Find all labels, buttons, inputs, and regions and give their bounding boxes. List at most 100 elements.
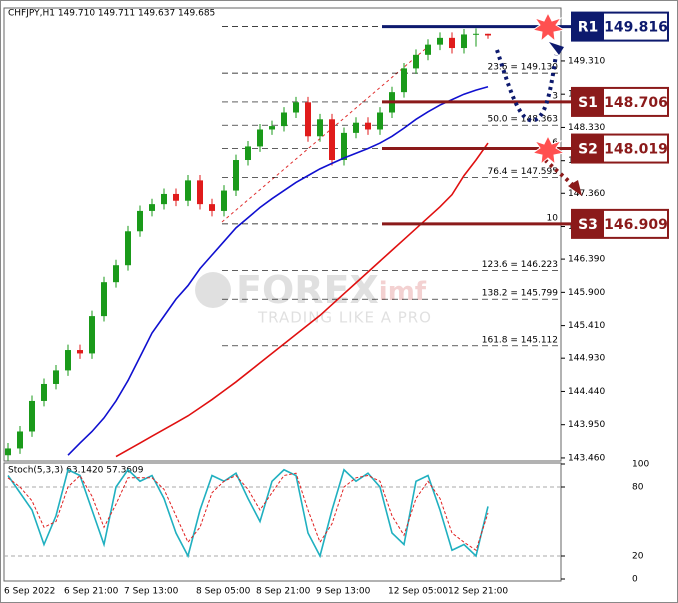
candle-body: [329, 119, 335, 161]
candle-body: [89, 316, 95, 354]
candle-body: [185, 180, 191, 201]
level-name: S2: [578, 142, 598, 158]
header: CHFJPY,H1 149.710 149.711 149.637 149.68…: [8, 9, 215, 19]
candle-body: [137, 210, 143, 232]
candle-body: [257, 129, 263, 147]
candle-body: [173, 193, 179, 201]
fib-label: 138.2 = 145.799: [482, 289, 559, 299]
x-tick-label: 8 Sep 05:00: [196, 587, 251, 597]
indicator-line: [115, 142, 489, 458]
level-name: S1: [578, 95, 598, 111]
candle-body: [41, 383, 47, 401]
candle-body: [461, 34, 467, 49]
price-pane: [3, 7, 562, 462]
indicator-title: Stoch(5,3,3) 63.1420 57.3609: [8, 466, 144, 476]
y-tick-label: 145.410: [568, 321, 605, 331]
candle-body: [125, 231, 131, 266]
y-tick-label: 0: [632, 575, 638, 585]
candle-body: [401, 68, 407, 93]
level-name-box: [572, 12, 604, 41]
level-value: 146.909: [604, 217, 668, 233]
fib-label: 161.8 = 145.112: [482, 335, 558, 345]
candle-body: [437, 37, 443, 45]
y-tick-label: 143.460: [568, 453, 605, 463]
candle-body: [161, 193, 167, 205]
watermark-brand: FOREXimf: [236, 268, 427, 312]
candle-body: [365, 122, 371, 130]
x-tick-label: 12 Sep 21:00: [448, 587, 508, 597]
y-tick-label: 148.330: [568, 123, 605, 133]
fib-label: 3: [552, 91, 558, 101]
fib-label: 76.4 = 147.595: [487, 167, 558, 177]
level-name: S3: [578, 217, 598, 233]
candle-body: [293, 102, 299, 113]
candle-body: [317, 119, 323, 137]
candle-body: [113, 265, 119, 283]
candle-body: [65, 350, 71, 371]
x-tick-label: 6 Sep 2022: [4, 587, 55, 597]
fib-label: 10: [547, 213, 559, 223]
level-name-box: [572, 87, 604, 116]
candle-body: [17, 431, 23, 449]
candle-body: [149, 204, 155, 211]
fib-label: 123.6 = 146.223: [482, 260, 558, 270]
watermark-tagline: TRADING LIKE A PRO: [257, 309, 432, 327]
candle-body: [305, 102, 311, 137]
level-value: 148.019: [604, 142, 668, 158]
candle-body: [53, 370, 59, 384]
candle-body: [245, 146, 251, 161]
candle-body: [221, 190, 227, 211]
y-tick-label: 144.440: [568, 387, 605, 397]
candle-body: [5, 448, 11, 456]
fib-label: 50.0 = 148.363: [487, 115, 558, 125]
candle-body: [29, 400, 35, 432]
level-value: 149.816: [604, 20, 668, 36]
burst-icon: [531, 134, 566, 166]
candle-body: [209, 204, 215, 211]
burst-icon: [531, 11, 566, 43]
x-tick-label: 8 Sep 21:00: [256, 587, 311, 597]
x-tick-label: 9 Sep 13:00: [316, 587, 371, 597]
candle-body: [281, 112, 287, 127]
indicator-line: [7, 468, 489, 559]
level-name: R1: [578, 20, 599, 36]
stoch-pane: [3, 462, 562, 582]
candle-body: [449, 37, 455, 49]
y-tick-label: 145.900: [568, 288, 605, 298]
level-name-box: [572, 209, 604, 238]
level-value: 148.706: [604, 95, 668, 111]
watermark-logo: [195, 272, 231, 308]
candle-body: [377, 112, 383, 130]
x-tick-label: 7 Sep 13:00: [124, 587, 179, 597]
candle-body: [413, 54, 419, 69]
watermark-brand-suffix: imf: [379, 277, 427, 307]
y-tick-label: 20: [632, 552, 644, 562]
candle-body: [425, 44, 431, 55]
candle-body: [269, 126, 275, 130]
fib-label: 23.6 = 149.130: [487, 63, 558, 73]
watermark: FOREXimf TRADING LIKE A PRO: [195, 268, 432, 327]
y-tick-label: 80: [632, 483, 644, 493]
y-tick-label: 144.930: [568, 354, 605, 364]
candle-body: [101, 282, 107, 317]
forecast-arrow: [495, 49, 558, 123]
candle-body: [77, 350, 83, 354]
x-tick-label: 6 Sep 21:00: [64, 587, 119, 597]
level-name-box: [572, 134, 604, 163]
indicator-line: [67, 85, 489, 456]
arrow-head: [568, 180, 582, 196]
candle-body: [353, 122, 359, 133]
watermark-brand-main: FOREX: [236, 268, 379, 312]
marks: 149.310148.820148.330147.840147.360146.8…: [4, 11, 669, 597]
candle-body: [341, 132, 347, 161]
y-tick-label: 147.360: [568, 189, 605, 199]
x-tick-label: 12 Sep 05:00: [388, 587, 448, 597]
candle-body: [197, 180, 203, 205]
y-tick-label: 146.390: [568, 255, 605, 265]
candle-body: [233, 160, 239, 191]
candle-body: [473, 33, 479, 35]
y-tick-label: 100: [632, 460, 649, 470]
y-tick-label: 149.310: [568, 56, 605, 66]
